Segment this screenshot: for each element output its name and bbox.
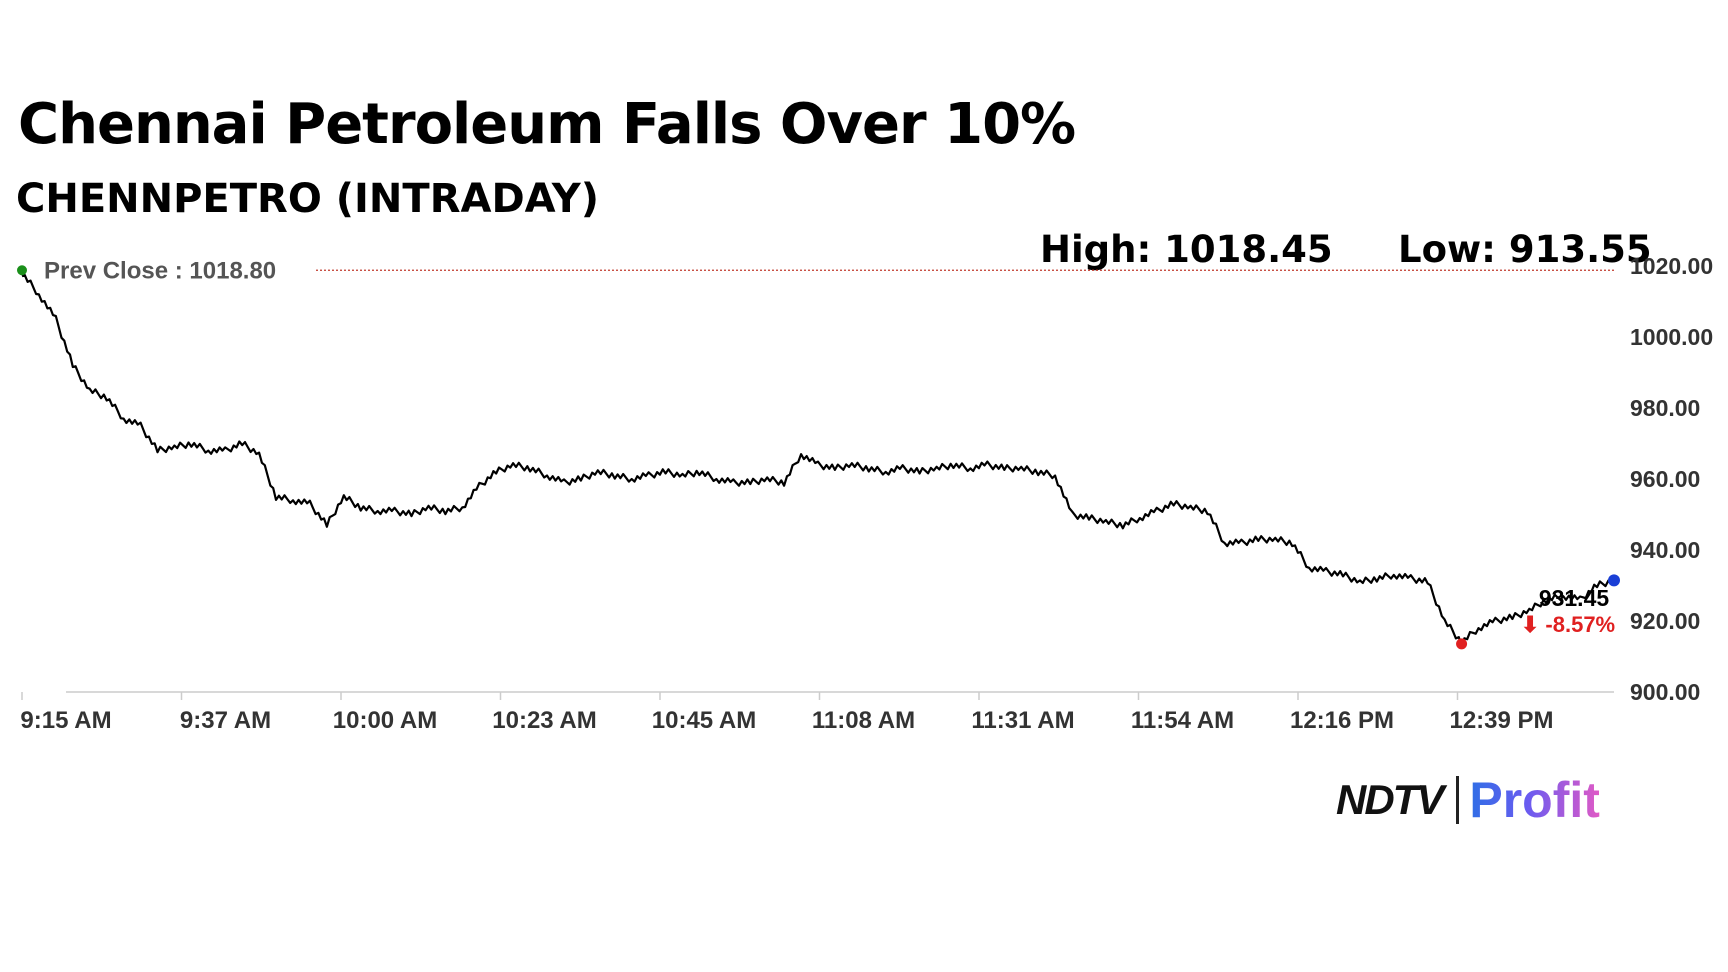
logo-divider bbox=[1456, 776, 1460, 824]
chart-subtitle: CHENNPETRO (INTRADAY) bbox=[16, 176, 600, 222]
change-percent-label: ⬇ -8.57% bbox=[1521, 612, 1615, 637]
y-tick-label: 980.00 bbox=[1630, 395, 1700, 421]
x-tick-label: 12:39 PM bbox=[1449, 707, 1553, 734]
ndtv-profit-logo: NDTV Profit bbox=[1336, 772, 1600, 828]
last-price-label: 931.45 bbox=[1539, 585, 1610, 611]
y-tick-label: 900.00 bbox=[1630, 679, 1700, 705]
logo-product: Profit bbox=[1469, 772, 1600, 828]
x-tick-label: 9:15 AM bbox=[20, 707, 111, 734]
chart-title: Chennai Petroleum Falls Over 10% bbox=[18, 92, 1076, 157]
y-tick-label: 920.00 bbox=[1630, 608, 1700, 634]
y-tick-label: 940.00 bbox=[1630, 537, 1700, 563]
x-tick-label: 10:00 AM bbox=[333, 707, 437, 734]
open-point-marker bbox=[17, 265, 27, 276]
last-point-marker bbox=[1608, 574, 1620, 587]
low-point-marker bbox=[1456, 638, 1468, 650]
logo-brand: NDTV bbox=[1336, 776, 1444, 823]
x-tick-label: 12:16 PM bbox=[1290, 707, 1394, 734]
x-tick-label: 11:54 AM bbox=[1131, 707, 1234, 734]
y-tick-label: 1000.00 bbox=[1630, 324, 1713, 350]
x-tick-label: 11:08 AM bbox=[812, 707, 915, 734]
x-tick-label: 9:37 AM bbox=[180, 707, 271, 734]
price-series-line bbox=[21, 274, 1615, 647]
x-tick-label: 10:45 AM bbox=[652, 707, 756, 734]
x-tick-label: 10:23 AM bbox=[492, 707, 596, 734]
y-tick-label: 1020.00 bbox=[1630, 253, 1713, 279]
low-label: Low: 913.55 bbox=[1398, 228, 1652, 271]
prev-close-label: Prev Close : 1018.80 bbox=[44, 257, 276, 284]
x-tick-label: 11:31 AM bbox=[971, 707, 1074, 734]
y-tick-label: 960.00 bbox=[1630, 466, 1700, 492]
high-label: High: 1018.45 bbox=[1040, 228, 1333, 271]
